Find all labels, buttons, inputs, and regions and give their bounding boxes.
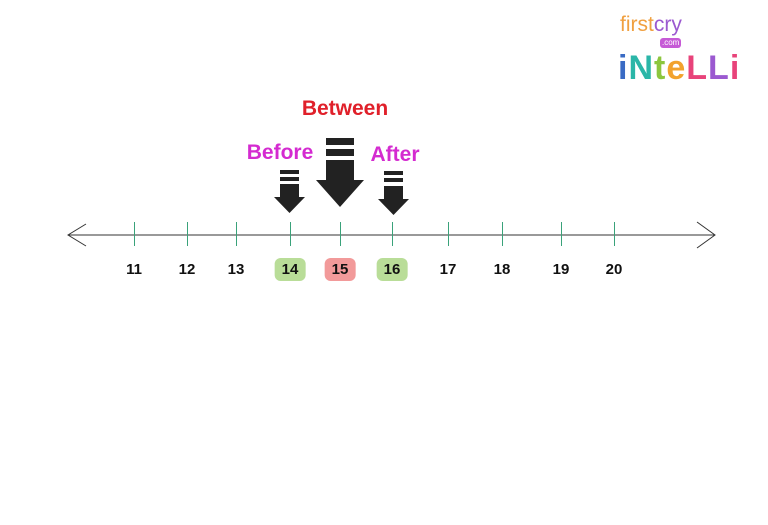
between-label: Between: [301, 97, 389, 120]
tick-mark: [236, 222, 237, 246]
between-arrow-icon: [316, 138, 364, 207]
tick-mark: [561, 222, 562, 246]
logo-firstcry: firstcry: [620, 13, 682, 36]
number-label-17: 17: [439, 261, 457, 278]
tick-mark: [502, 222, 503, 246]
number-label-15: 15: [324, 258, 356, 281]
before-label: Before: [246, 141, 314, 164]
number-label-20: 20: [605, 261, 623, 278]
after-label: After: [370, 143, 420, 166]
number-label-19: 19: [552, 261, 570, 278]
number-label-11: 11: [126, 261, 142, 278]
number-label-13: 13: [227, 261, 245, 278]
tick-mark: [187, 222, 188, 246]
number-label-18: 18: [493, 261, 511, 278]
number-label-14: 14: [274, 258, 306, 281]
logo-com: .com: [660, 38, 682, 48]
tick-mark: [392, 222, 393, 246]
before-arrow-icon: [274, 170, 305, 213]
number-line: [67, 221, 716, 249]
tick-mark: [134, 222, 135, 246]
number-label-12: 12: [178, 261, 196, 278]
tick-mark: [614, 222, 615, 246]
tick-mark: [340, 222, 341, 246]
number-label-16: 16: [376, 258, 408, 281]
logo-intelli: iNteLLi: [618, 49, 741, 87]
tick-mark: [448, 222, 449, 246]
after-arrow-icon: [378, 171, 409, 215]
tick-mark: [290, 222, 291, 246]
